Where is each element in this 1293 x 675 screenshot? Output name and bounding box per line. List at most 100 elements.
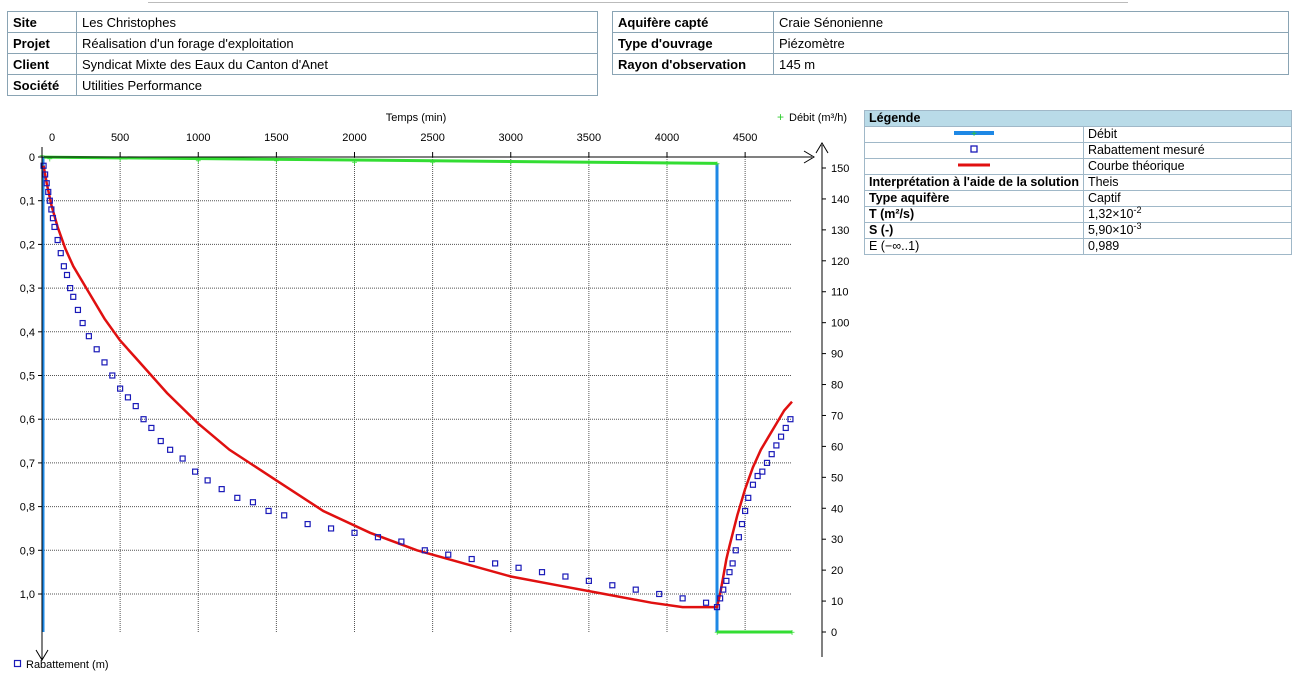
measured-point [42,171,49,178]
y-tick-label: 1,0 [20,589,35,601]
measured-point [738,520,746,528]
measured-point [109,372,116,379]
measured-point [57,250,64,257]
info-row-projet: Projet Réalisation d'un forage d'exploita… [7,32,598,54]
debit-point: + [47,155,53,166]
info-row-societe: Société Utilities Performance [7,74,598,96]
measured-point [249,499,257,506]
measured-point [729,560,736,567]
info-value: Syndicat Mixte des Eaux du Canton d'Anet [76,53,598,75]
measured-point [304,520,311,528]
measured-point [132,402,139,410]
x-tick-label: 4500 [733,132,757,144]
measured-point [374,534,382,541]
info-value: Réalisation d'un forage d'exploitation [76,32,598,54]
legend-label: Débit [1082,126,1293,143]
legend-title: Légende [864,110,1292,127]
info-value: Craie Sénonienne [773,11,1289,33]
info-row-aquifere: Aquifère capté Craie Sénonienne [612,11,1289,33]
y-tick-label: 0,9 [20,545,35,557]
info-value: 145 m [773,53,1289,75]
measured-point [49,215,57,222]
measured-point [754,472,761,480]
measured-point [124,394,132,401]
measured-point [702,599,710,606]
legend-item-theory: Courbe théorique [864,158,1293,175]
y2-tick-label: 0 [831,627,837,639]
y2-axis-title: + Débit (m³/h) [777,110,847,124]
y-tick-label: 0,1 [20,196,35,208]
measured-point [735,534,742,541]
y2-tick-label: 150 [831,163,849,175]
measured-point [749,481,757,488]
x-tick-label: 3000 [499,132,523,144]
measured-point [562,573,569,580]
y-tick-label: 0,8 [20,502,35,514]
measured-point [148,424,155,432]
legend-panel: Légende + Débit Rabattement mesuré Courb… [864,110,1293,255]
storage-value: 5,90×10-3 [1082,220,1293,239]
measured-point [327,525,335,532]
red-line-icon [957,163,990,167]
measured-point [713,604,721,611]
measured-point [204,477,211,484]
info-key: Client [7,53,77,75]
interpretation-value: Theis [1082,174,1293,191]
measured-point [787,416,794,423]
info-key: Site [7,11,77,33]
measured-point [48,206,55,213]
y-tick-label: 0,5 [20,371,35,383]
measured-point [515,564,522,571]
aquifer-type-row: Type aquifère Captif [864,190,1293,207]
measured-point [726,569,733,576]
y2-tick-label: 10 [831,596,843,608]
x-tick-label: 0 [49,132,55,144]
y2-tick-label: 30 [831,534,843,546]
pumping-test-chart: +++++++++++++ 05001000150020002500300035… [13,110,849,671]
info-row-site: Site Les Christophes [7,11,598,33]
info-key: Aquifère capté [612,11,774,33]
info-row-ouvrage: Type d'ouvrage Piézomètre [612,32,1289,54]
interpretation-row: Interprétation à l'aide de la solution T… [864,174,1293,191]
info-key: Rayon d'observation [612,53,774,75]
y2-tick-label: 70 [831,410,843,422]
x-tick-label: 2000 [342,132,366,144]
storage-label: S (-) [864,222,1084,239]
x-tick-label: 1000 [186,132,210,144]
transmissivity-mantissa: 1,32×10 [1087,207,1134,221]
measured-point [218,486,225,493]
measured-point [40,162,47,169]
series-layer: +++++++++++++ [39,152,795,639]
y2-tick-label: 90 [831,349,843,361]
measured-point [43,180,50,187]
y-tick-label: 0,3 [20,283,35,295]
measured-point [777,433,785,440]
info-key: Projet [7,32,77,54]
y-axis-title: Rabattement (m) [13,659,109,671]
measured-point [192,468,199,475]
debit-point: + [714,159,720,170]
measured-point [679,595,686,602]
info-row-client: Client Syndicat Mixte des Eaux du Canton … [7,53,598,75]
y2-tick-label: 140 [831,194,849,206]
y-tick-label: 0,4 [20,327,35,339]
measured-point [60,263,67,270]
debit-point: + [714,628,720,639]
storage-exponent: -3 [1133,220,1142,231]
storage-mantissa: 5,90×10 [1087,223,1134,237]
y2-tick-label: 20 [831,565,843,577]
legend-item-debit: + Débit [864,126,1293,143]
y-axis-arrow [35,649,49,661]
efficiency-label: E (−∞..1) [864,238,1084,255]
measured-point [85,333,92,340]
measured-point [117,385,124,392]
aquifer-type-value: Captif [1082,190,1293,207]
x-tick-label: 3500 [577,132,601,144]
x-axis-title: Temps (min) [386,112,447,124]
legend-label: Courbe théorique [1082,158,1293,175]
measured-point [234,494,241,501]
y-axis-label: Rabattement (m) [26,659,109,671]
measured-point [763,459,771,466]
y2-tick-label: 110 [831,287,849,299]
efficiency-row: E (−∞..1) 0,989 [864,238,1293,255]
